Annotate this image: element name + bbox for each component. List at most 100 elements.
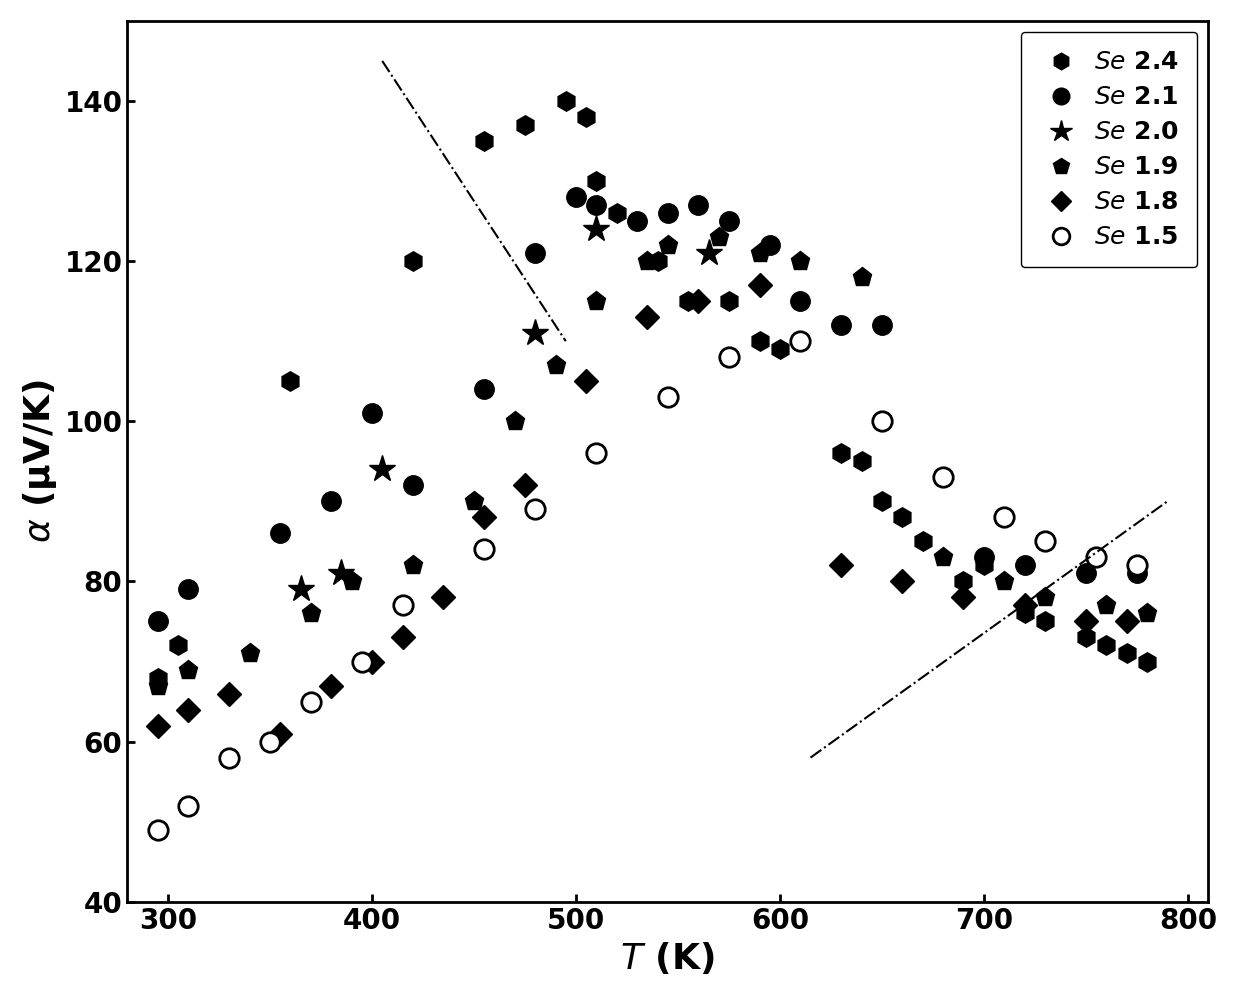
Se 1.5 [396, 599, 410, 611]
Se 2.4 [753, 335, 768, 347]
Se 2.1 [833, 319, 848, 331]
Se 1.5 [722, 351, 737, 363]
Se 2.4 [915, 535, 930, 547]
Se 1.9 [661, 239, 676, 251]
Se 1.9 [345, 575, 360, 587]
Se 1.8 [396, 631, 410, 643]
Se 2.4 [854, 456, 869, 468]
Se 2.1 [691, 199, 706, 211]
Se 1.5 [150, 824, 165, 835]
Se 1.9 [304, 607, 319, 619]
Se 1.9 [854, 271, 869, 283]
Se 1.9 [242, 647, 257, 659]
Line: Se 2.0: Se 2.0 [286, 215, 723, 603]
Se 2.1 [976, 551, 991, 563]
Se 2.4 [1099, 639, 1114, 651]
Se 1.5 [997, 511, 1012, 523]
Se 1.5 [589, 448, 604, 460]
Se 1.9 [997, 575, 1012, 587]
Se 2.4 [956, 575, 971, 587]
Se 2.4 [517, 119, 532, 131]
Se 2.4 [1079, 631, 1094, 643]
Se 1.5 [181, 800, 196, 812]
Se 2.4 [874, 496, 889, 507]
Se 2.1 [589, 199, 604, 211]
Se 1.9 [589, 295, 604, 307]
Se 2.4 [773, 343, 787, 355]
Line: Se 1.5: Se 1.5 [148, 331, 1147, 839]
Se 1.5 [528, 503, 543, 515]
Se 2.4 [895, 511, 910, 523]
Se 2.4 [1140, 655, 1154, 667]
Se 2.1 [874, 319, 889, 331]
Se 2.1 [763, 239, 777, 251]
Se 2.0 [293, 583, 308, 595]
Se 2.1 [661, 207, 676, 219]
Y-axis label: $\mathit{α}$ (μV/K): $\mathit{α}$ (μV/K) [21, 379, 58, 543]
Se 1.5 [1038, 535, 1053, 547]
Se 1.9 [466, 496, 481, 507]
Se 2.1 [476, 383, 491, 395]
Se 2.4 [476, 135, 491, 147]
Se 1.8 [476, 511, 491, 523]
Se 2.1 [528, 247, 543, 259]
Se 1.9 [1140, 607, 1154, 619]
Se 1.8 [895, 575, 910, 587]
Se 1.8 [753, 279, 768, 291]
Se 2.0 [334, 567, 348, 579]
Line: Se 2.4: Se 2.4 [148, 91, 1157, 687]
Se 2.4 [650, 255, 665, 267]
Se 2.4 [171, 639, 186, 651]
Se 1.9 [936, 551, 951, 563]
Se 1.8 [833, 559, 848, 571]
Se 2.1 [1130, 567, 1145, 579]
Se 1.9 [1099, 599, 1114, 611]
Se 2.4 [405, 255, 420, 267]
Se 1.5 [304, 696, 319, 708]
Se 2.1 [792, 295, 807, 307]
Se 1.8 [181, 704, 196, 716]
Se 1.5 [263, 736, 278, 748]
Se 1.8 [956, 591, 971, 603]
Se 1.5 [1130, 559, 1145, 571]
Se 2.1 [630, 215, 645, 227]
Se 1.9 [1038, 591, 1053, 603]
Se 2.1 [324, 496, 339, 507]
Se 2.4 [283, 375, 298, 387]
Se 2.1 [181, 583, 196, 595]
Se 2.1 [273, 527, 288, 539]
Se 2.4 [976, 559, 991, 571]
Se 1.8 [150, 720, 165, 732]
Se 2.0 [528, 327, 543, 339]
Se 2.4 [609, 207, 624, 219]
Se 2.1 [150, 615, 165, 627]
Se 1.8 [579, 375, 594, 387]
Se 2.4 [1017, 607, 1032, 619]
Se 1.9 [753, 247, 768, 259]
Se 1.9 [507, 416, 522, 428]
Se 1.9 [181, 664, 196, 676]
Se 2.1 [405, 480, 420, 492]
Se 1.8 [1017, 599, 1032, 611]
Se 1.8 [222, 688, 237, 700]
Se 1.8 [273, 728, 288, 740]
Se 2.4 [681, 295, 696, 307]
Se 1.9 [792, 255, 807, 267]
Se 2.1 [722, 215, 737, 227]
Se 1.8 [640, 311, 655, 323]
Se 1.8 [365, 655, 379, 667]
Se 2.0 [701, 247, 715, 259]
Se 1.8 [436, 591, 451, 603]
Se 1.5 [222, 752, 237, 764]
Line: Se 1.9: Se 1.9 [148, 227, 1157, 695]
Se 2.4 [579, 111, 594, 123]
Se 2.0 [589, 223, 604, 235]
Se 1.9 [640, 255, 655, 267]
Line: Se 1.8: Se 1.8 [150, 277, 1135, 742]
Se 1.8 [1079, 615, 1094, 627]
Se 1.8 [691, 295, 706, 307]
Se 1.5 [661, 391, 676, 403]
Se 2.1 [568, 191, 583, 203]
Se 1.9 [712, 231, 727, 243]
Se 1.9 [405, 559, 420, 571]
